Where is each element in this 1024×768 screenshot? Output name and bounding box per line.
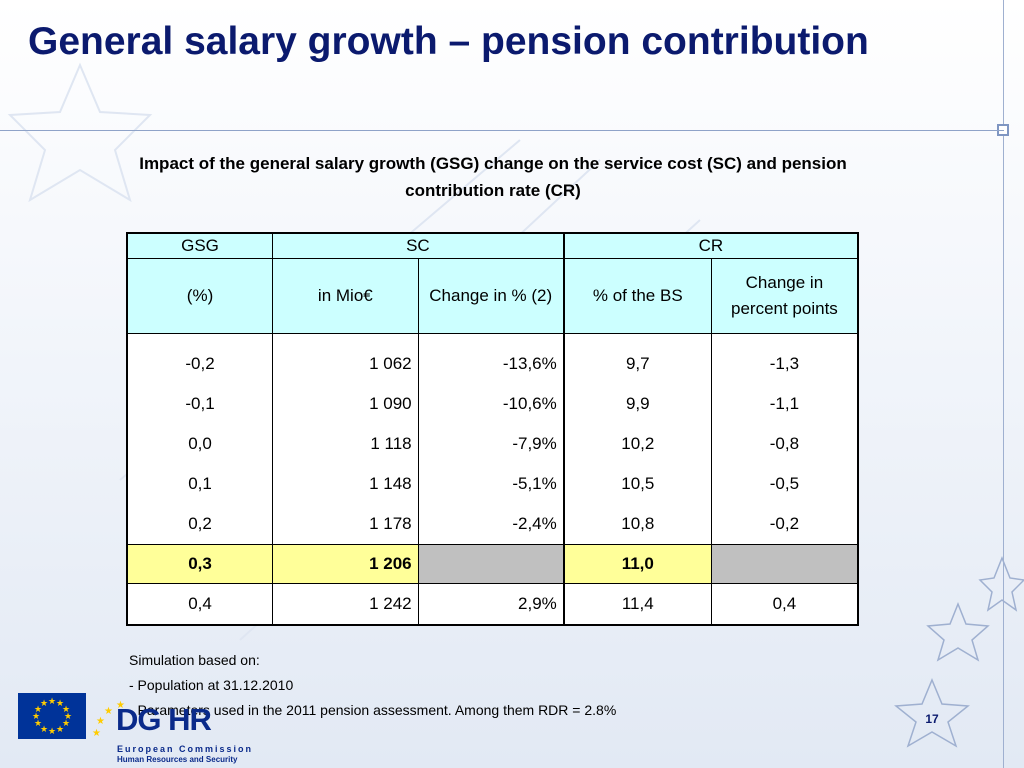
table-group-header-row: GSG SC CR xyxy=(126,232,859,259)
table-row: 0,2 1 178 -2,4% 10,8 -0,2 xyxy=(126,504,859,545)
svg-text:★: ★ xyxy=(62,705,70,715)
svg-text:★: ★ xyxy=(34,705,42,715)
svg-text:★: ★ xyxy=(32,712,40,722)
cell-sc-mio: 1 118 xyxy=(272,424,419,464)
right-vertical-rule xyxy=(1003,0,1004,768)
cell-gsg: 0,3 xyxy=(126,544,274,584)
cell-sc-mio: 1 178 xyxy=(272,504,419,545)
header-cr: CR xyxy=(562,232,859,259)
cell-sc-change: -10,6% xyxy=(417,384,565,424)
svg-text:★: ★ xyxy=(34,719,42,729)
eu-flag-icon: ★ ★ ★ ★ ★ ★ ★ ★ ★ ★ ★ ★ xyxy=(18,693,86,739)
cell-sc-change: 2,9% xyxy=(417,583,565,626)
cell-gsg: 0,0 xyxy=(126,424,274,464)
cell-cr-change: -0,5 xyxy=(710,464,859,504)
cell-cr-bs: 10,5 xyxy=(562,464,712,504)
svg-text:★: ★ xyxy=(56,725,64,735)
cell-sc-mio: 1 148 xyxy=(272,464,419,504)
logo-subtitle-commission: European Commission xyxy=(117,744,254,754)
svg-text:★: ★ xyxy=(40,699,48,709)
table-row: -0,2 1 062 -13,6% 9,7 -1,3 xyxy=(126,333,859,384)
slide-title: General salary growth – pension contribu… xyxy=(28,20,869,63)
svg-text:★: ★ xyxy=(92,728,101,739)
cell-sc-mio: 1 242 xyxy=(272,583,419,626)
cell-sc-change: -13,6% xyxy=(417,333,565,384)
table-row: -0,1 1 090 -10,6% 9,9 -1,1 xyxy=(126,384,859,424)
subheader-cr-change: Change in percent points xyxy=(710,258,859,334)
sensitivity-table: GSG SC CR (%) in Mio€ Change in % (2) % … xyxy=(126,232,859,626)
subheader-sc-mio: in Mio€ xyxy=(272,258,419,334)
table-caption: Impact of the general salary growth (GSG… xyxy=(139,154,847,200)
svg-text:★: ★ xyxy=(116,700,125,711)
cell-gsg: -0,1 xyxy=(126,384,274,424)
cell-gsg: -0,2 xyxy=(126,333,274,384)
svg-text:★: ★ xyxy=(40,725,48,735)
cell-cr-bs: 10,8 xyxy=(562,504,712,545)
svg-text:★: ★ xyxy=(56,699,64,709)
star-outline-icon xyxy=(894,555,1024,748)
table-row-baseline: 0,3 1 206 11,0 xyxy=(126,544,859,584)
note-line: Simulation based on: xyxy=(129,652,260,668)
cell-sc-mio: 1 090 xyxy=(272,384,419,424)
table-row: 0,4 1 242 2,9% 11,4 0,4 xyxy=(126,583,859,626)
dg-hr-star-icon: ★ ★ ★ ★ xyxy=(90,700,130,745)
subheader-sc-change: Change in % (2) xyxy=(417,258,565,334)
svg-text:★: ★ xyxy=(62,719,70,729)
svg-text:★: ★ xyxy=(104,706,113,717)
cell-sc-change: -5,1% xyxy=(417,464,565,504)
table-sub-header-row: (%) in Mio€ Change in % (2) % of the BS … xyxy=(126,258,859,334)
svg-text:★: ★ xyxy=(96,716,105,727)
cell-cr-bs: 9,9 xyxy=(562,384,712,424)
title-divider xyxy=(0,130,1004,131)
cell-cr-bs: 11,4 xyxy=(562,583,712,626)
logo-subtitle-directorate: Human Resources and Security xyxy=(117,755,238,764)
cell-gsg: 0,4 xyxy=(126,583,274,626)
cell-sc-change xyxy=(417,544,565,584)
svg-text:★: ★ xyxy=(48,697,56,707)
cell-cr-change: -0,2 xyxy=(710,504,859,545)
page-number: 17 xyxy=(925,712,939,726)
header-gsg: GSG xyxy=(126,232,274,259)
cell-cr-change xyxy=(710,544,859,584)
cell-cr-change: 0,4 xyxy=(710,583,859,626)
cell-gsg: 0,2 xyxy=(126,504,274,545)
svg-text:★: ★ xyxy=(64,712,72,722)
cell-sc-mio: 1 062 xyxy=(272,333,419,384)
cell-sc-mio: 1 206 xyxy=(272,544,419,584)
simulation-notes: Simulation based on: - Population at 31.… xyxy=(129,648,616,723)
dg-hr-logo-text: DG HR xyxy=(116,702,212,737)
cell-sc-change: -2,4% xyxy=(417,504,565,545)
svg-text:★: ★ xyxy=(48,727,56,737)
cell-cr-bs: 10,2 xyxy=(562,424,712,464)
table-row: 0,0 1 118 -7,9% 10,2 -0,8 xyxy=(126,424,859,464)
note-line: - Parameters used in the 2011 pension as… xyxy=(129,702,617,718)
header-sc: SC xyxy=(272,232,565,259)
note-line: - Population at 31.12.2010 xyxy=(129,677,294,693)
cell-gsg: 0,1 xyxy=(126,464,274,504)
cell-cr-change: -0,8 xyxy=(710,424,859,464)
cell-sc-change: -7,9% xyxy=(417,424,565,464)
subheader-cr-bs: % of the BS xyxy=(562,258,712,334)
table-row: 0,1 1 148 -5,1% 10,5 -0,5 xyxy=(126,464,859,504)
cell-cr-change: -1,3 xyxy=(710,333,859,384)
cell-cr-bs: 11,0 xyxy=(562,544,712,584)
cell-cr-bs: 9,7 xyxy=(562,333,712,384)
cell-cr-change: -1,1 xyxy=(710,384,859,424)
subheader-gsg-percent: (%) xyxy=(126,258,274,334)
